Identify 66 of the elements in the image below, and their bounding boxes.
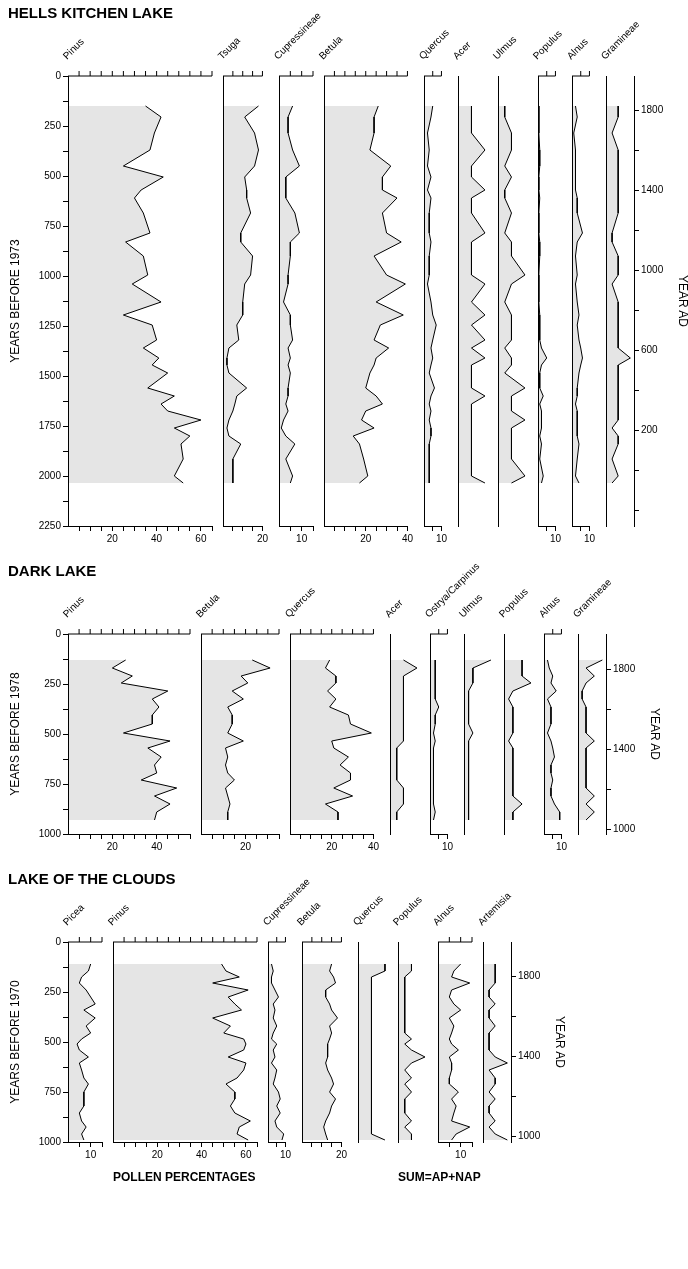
x-tick-label: 20 [106, 840, 119, 852]
x-tick-label: 10 [583, 532, 596, 544]
x-tick-label: 10 [441, 840, 454, 852]
y-tick-label: 250 [44, 677, 62, 689]
y-axis-title: YEARS BEFORE 1978 [7, 671, 22, 796]
y-axis-title: YEARS BEFORE 1970 [7, 979, 22, 1104]
x-tick-label: 10 [549, 532, 562, 544]
y-tick-label: 500 [44, 1035, 62, 1047]
y2-tick-label: 200 [641, 424, 659, 436]
x-tick-label: 60 [195, 532, 207, 544]
y2-tick-label: 1000 [518, 1129, 541, 1141]
x-tick-label: 10 [435, 532, 448, 544]
y2-tick-label: 1400 [613, 743, 636, 755]
y-tick-label: 500 [44, 727, 62, 739]
y-tick-label: 1500 [38, 369, 62, 381]
y-tick-label: 250 [44, 985, 62, 997]
y-tick-label: 750 [44, 219, 62, 231]
y2-tick-label: 1000 [613, 823, 636, 835]
x-tick-label: 40 [367, 840, 380, 852]
x-tick-label: 40 [196, 1148, 208, 1160]
x-tick-label: 10 [296, 532, 308, 544]
y2-tick-label: 600 [641, 344, 659, 356]
x-tick-label: 10 [279, 1148, 292, 1160]
y2-tick-label: 1400 [518, 1049, 541, 1061]
text: HELLS KITCHEN LAKE [8, 4, 173, 21]
text: SUM=AP+NAP [398, 1170, 481, 1184]
y2-tick-label: 1000 [641, 264, 664, 276]
x-tick-label: 10 [555, 840, 568, 852]
y-tick-label: 250 [44, 119, 62, 131]
x-tick-label: 10 [455, 1148, 467, 1160]
x-tick-label: 10 [85, 1148, 97, 1160]
y-tick-label: 1750 [38, 419, 62, 431]
x-tick-label: 20 [151, 1148, 164, 1160]
y-tick-label: 750 [44, 1085, 62, 1097]
y2-tick-label: 1800 [518, 969, 541, 981]
x-tick-label: 40 [151, 532, 163, 544]
y2-tick-label: 1800 [641, 104, 664, 116]
y-tick-label: 0 [55, 935, 62, 947]
text: LAKE OF THE CLOUDS [8, 870, 176, 887]
y-tick-label: 0 [55, 69, 62, 81]
text: DARK LAKE [8, 562, 97, 579]
y-tick-label: 2250 [38, 519, 62, 531]
x-tick-label: 20 [335, 1148, 348, 1160]
x-tick-label: 20 [240, 840, 252, 852]
y-tick-label: 0 [55, 627, 62, 639]
x-tick-label: 20 [360, 532, 372, 544]
y2-axis-title: YEAR AD [676, 274, 688, 328]
y2-tick-label: 1400 [641, 184, 664, 196]
y-axis-title: YEARS BEFORE 1973 [7, 238, 22, 363]
y2-tick-label: 1800 [613, 663, 636, 675]
y-tick-label: 1000 [38, 1135, 62, 1147]
x-tick-label: 60 [240, 1148, 252, 1160]
x-tick-label: 20 [326, 840, 338, 852]
y2-axis-title: YEAR AD [553, 1015, 568, 1069]
y-tick-label: 2000 [38, 469, 62, 481]
y-tick-label: 1000 [38, 269, 62, 281]
y-tick-label: 1000 [38, 827, 62, 839]
y-tick-label: 750 [44, 777, 62, 789]
x-tick-label: 40 [151, 840, 163, 852]
x-tick-label: 20 [256, 532, 269, 544]
y-tick-label: 500 [44, 169, 62, 181]
x-tick-label: 40 [401, 532, 414, 544]
y2-axis-title: YEAR AD [648, 707, 663, 761]
x-tick-label: 20 [106, 532, 119, 544]
y-tick-label: 1250 [38, 319, 62, 331]
text: POLLEN PERCENTAGES [113, 1170, 256, 1184]
